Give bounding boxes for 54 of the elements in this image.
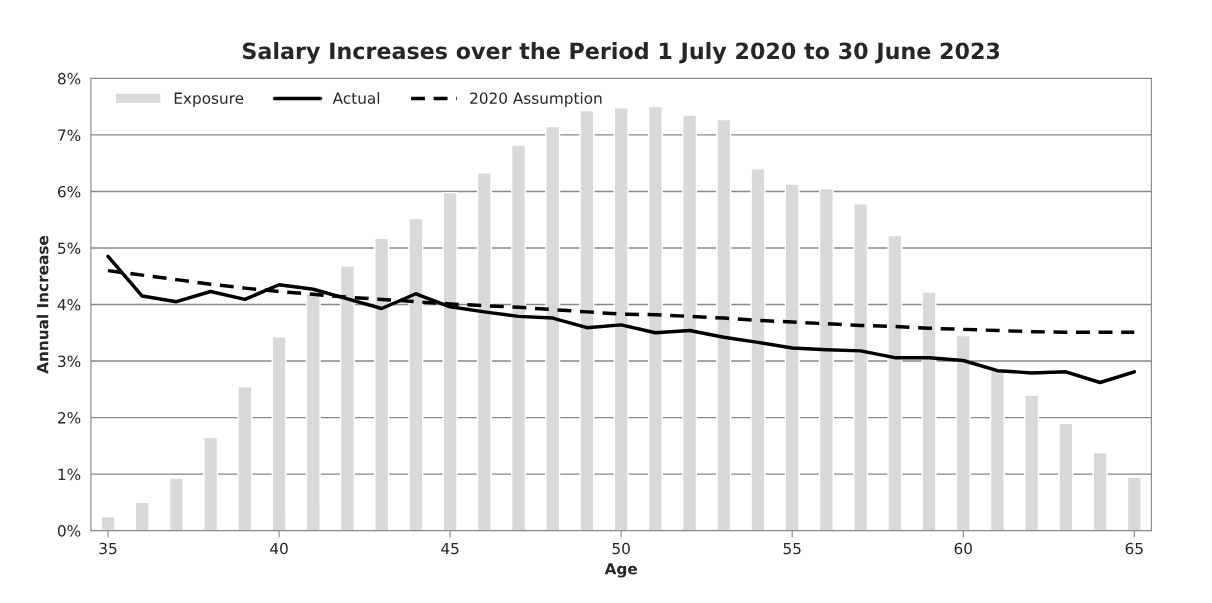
bar (271, 336, 287, 531)
x-tick-label: 50 (612, 542, 630, 555)
bar (1126, 476, 1142, 531)
x-tick-label: 60 (954, 542, 972, 555)
bar (442, 191, 458, 531)
bar (613, 107, 629, 531)
y-tick-label: 8% (57, 72, 81, 85)
y-tick-label: 5% (58, 242, 81, 255)
chart-title: Salary Increases over the Period 1 July 2020 to 30 June 2023 (242, 42, 1000, 64)
bar (237, 385, 253, 531)
y-tick-label: 6% (58, 185, 81, 198)
bar (476, 172, 492, 531)
bar (510, 144, 527, 531)
y-tick-label: 0% (57, 525, 81, 537)
legend-label: Actual (332, 92, 380, 104)
bar (887, 234, 903, 531)
bar (921, 291, 937, 531)
bar (545, 125, 561, 531)
bar (818, 187, 834, 531)
legend-label: 2020 Assumption (470, 92, 602, 107)
bar (305, 292, 321, 531)
y-tick-label: 7% (58, 129, 81, 141)
y-tick-label: 2% (58, 412, 81, 424)
x-tick-label: 40 (270, 542, 288, 555)
bar (203, 436, 219, 531)
y-tick-label: 1% (58, 468, 81, 481)
bar (579, 109, 595, 531)
bar (750, 168, 766, 531)
x-tick-label: 45 (441, 542, 459, 555)
y-tick-label: 4% (57, 298, 81, 311)
bar (408, 217, 424, 531)
bar (1092, 451, 1108, 531)
bar (339, 265, 356, 531)
x-axis-title: Age (604, 563, 637, 578)
bar (100, 515, 116, 531)
x-tick-label: 65 (1125, 542, 1143, 555)
bar (134, 501, 150, 531)
bar (374, 237, 390, 531)
line-series (106, 254, 1137, 385)
bar (1058, 422, 1074, 531)
bar (647, 105, 663, 531)
y-tick-label: 3% (58, 355, 81, 368)
bar (853, 203, 869, 531)
bar (716, 118, 732, 531)
bar (989, 368, 1005, 531)
bar (955, 334, 971, 531)
bar (168, 477, 184, 531)
x-tick-label: 35 (99, 542, 117, 555)
y-axis-title: Annual Increase (36, 235, 49, 374)
bar (1024, 394, 1040, 531)
legend-label: Exposure (174, 92, 244, 107)
bar (682, 114, 698, 531)
bar (784, 183, 800, 531)
x-tick-label: 55 (783, 542, 801, 555)
